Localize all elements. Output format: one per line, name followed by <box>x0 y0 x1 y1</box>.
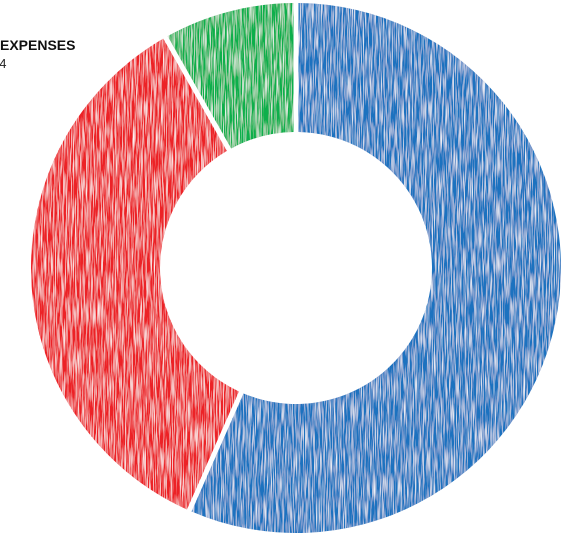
donut-slice-3[interactable] <box>167 3 294 149</box>
donut-slice-1[interactable] <box>191 3 561 534</box>
donut-slice-2[interactable] <box>30 38 239 510</box>
legend-value: 34 <box>0 56 7 71</box>
legend-title: EXPENSES <box>0 37 76 53</box>
